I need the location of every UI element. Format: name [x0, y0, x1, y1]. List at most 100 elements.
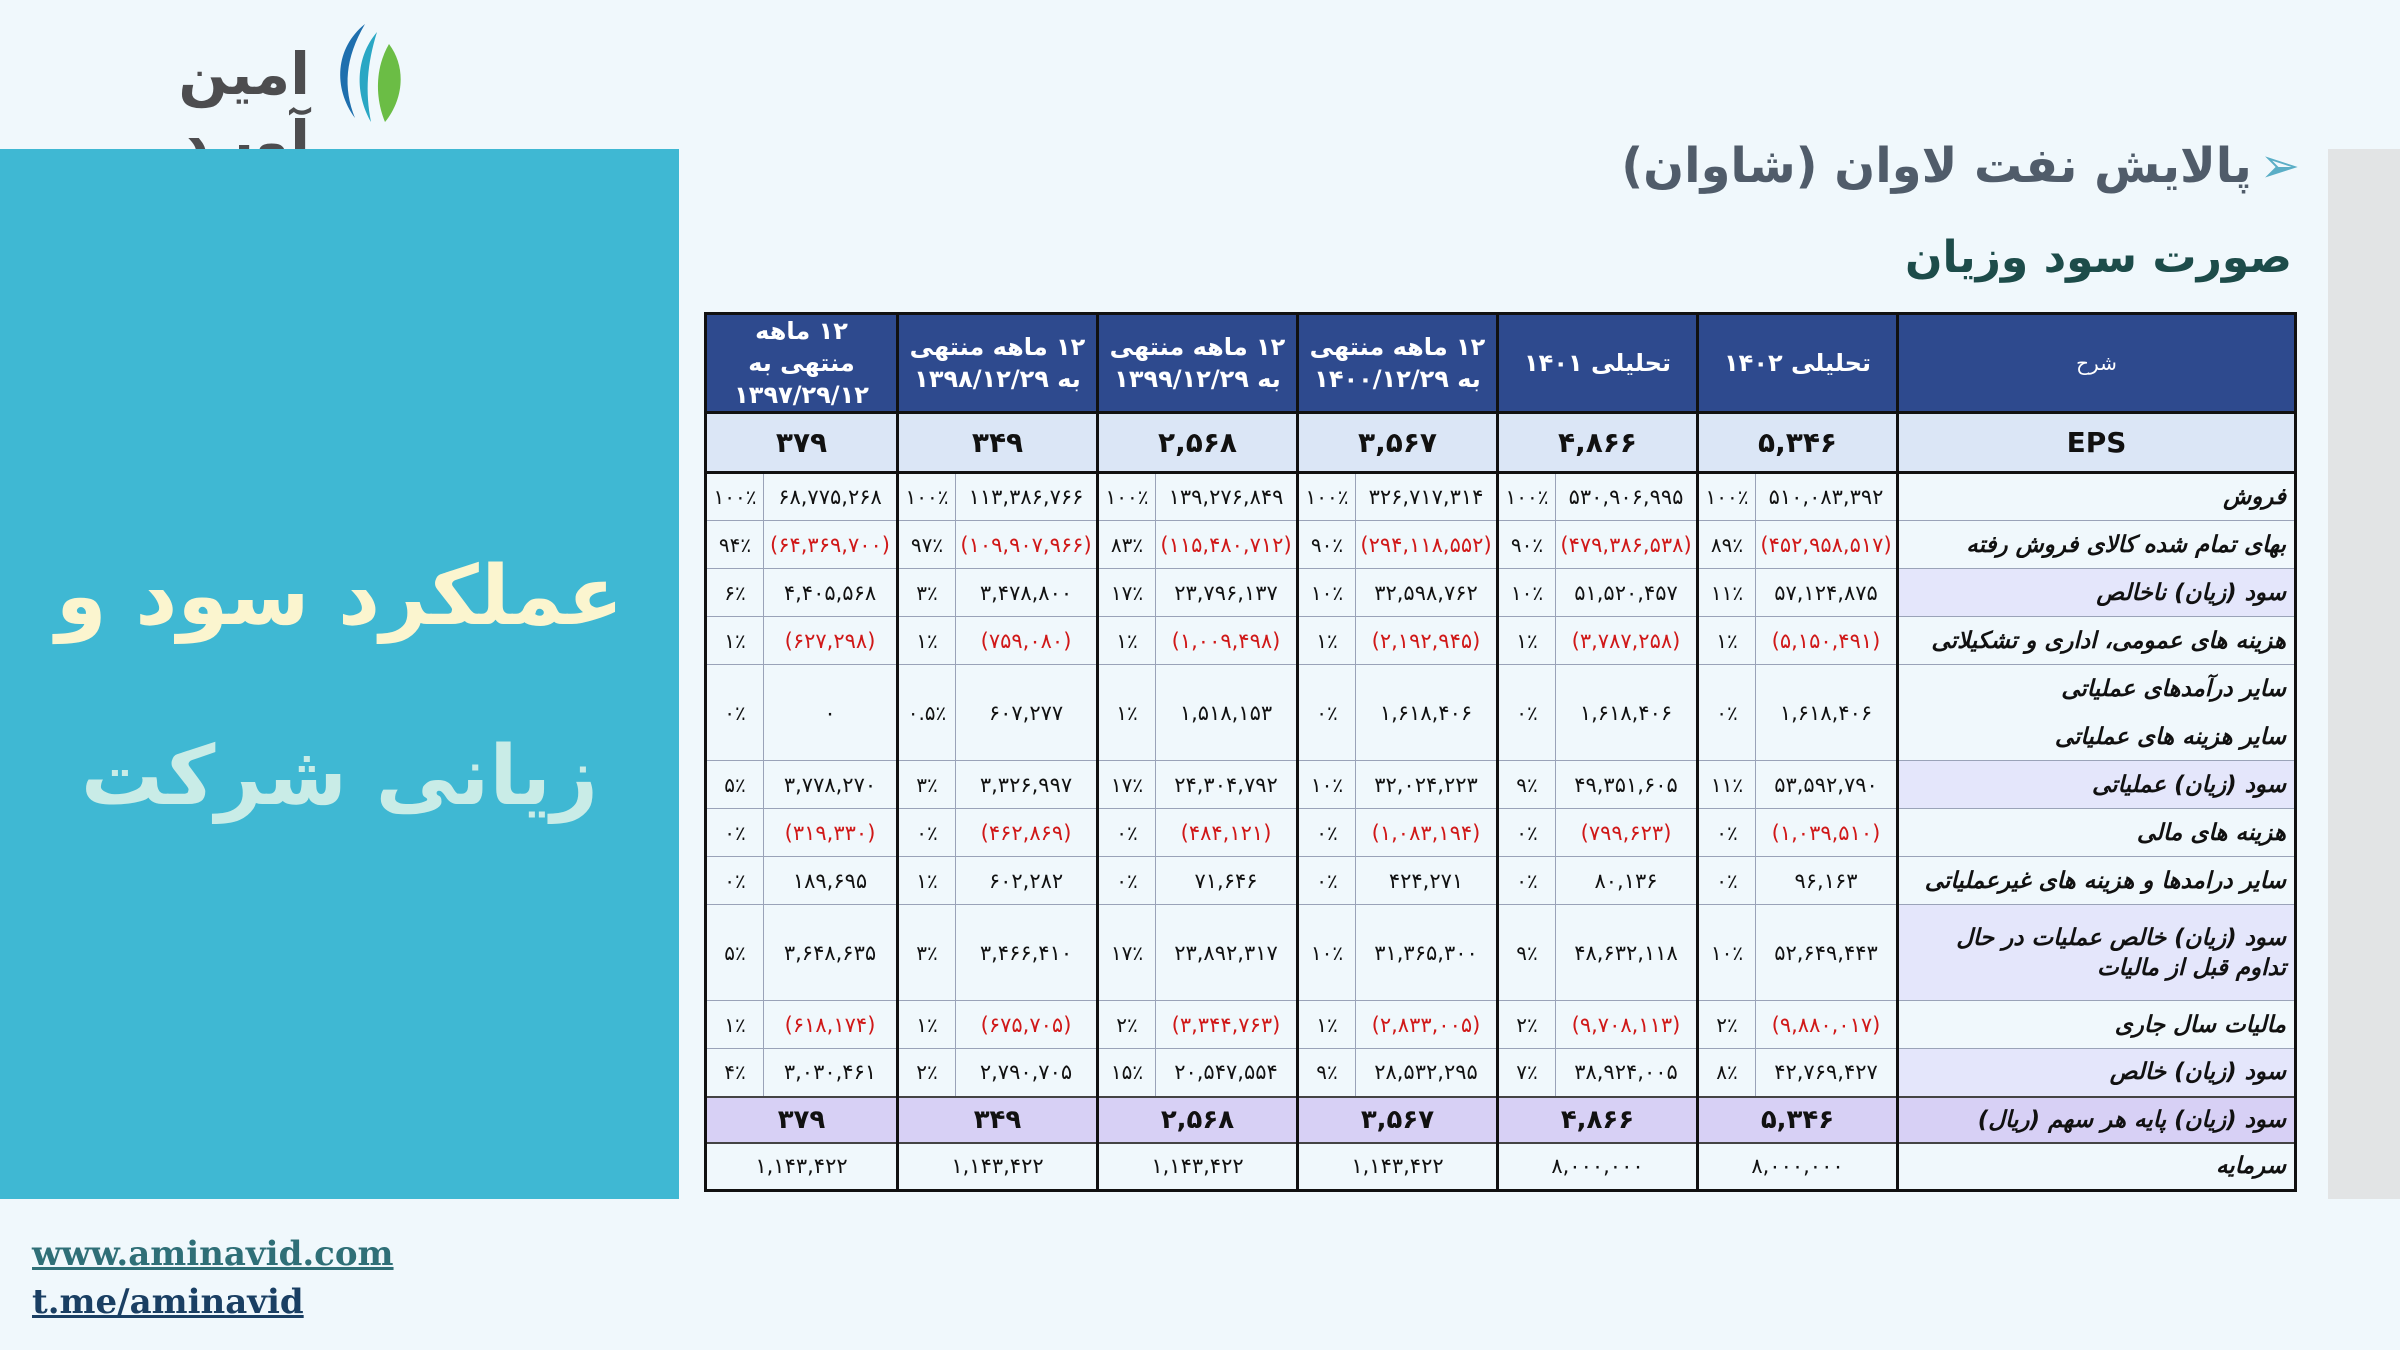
cell-percent: ۹٪ [1316, 1060, 1338, 1085]
website-link[interactable]: www.aminavid.com [32, 1234, 394, 1274]
cell-percent: ۵٪ [724, 940, 746, 965]
cell-percent: ۱۰٪ [1310, 772, 1344, 797]
year-cell: ۳,۷۷۸,۲۷۰ ۵٪ [704, 760, 898, 809]
cell-value: ۱۳۹,۲۷۶,۸۴۹ [1155, 474, 1296, 520]
row-label: سود (زیان) عملیاتی [1896, 760, 2296, 809]
table-header-row: شرح تحلیلی ۱۴۰۲ تحلیلی ۱۴۰۱ ۱۲ ماهه منته… [704, 313, 2296, 413]
cell-value: ۲۴,۳۰۴,۷۹۲ [1155, 761, 1296, 808]
basic-eps-label: سود (زیان) پایه هر سهم (ریال) [1896, 1095, 2296, 1143]
capital-value: ۱,۱۴۳,۴۲۲ [1096, 1141, 1298, 1191]
row-label-text: سود (زیان) خالص عملیات در حال تداوم قبل … [1956, 924, 2286, 981]
table-row: بهای تمام شده کالای فروش رفته (۴۵۲,۹۵۸,۵۱… [704, 520, 2296, 569]
year-cell: (۱۰۹,۹۰۷,۹۶۶) ۹۷٪ [896, 520, 1098, 569]
cell-value: ۹۶,۱۶۳ [1755, 857, 1896, 904]
brand-logo: امین آویـد [30, 18, 410, 176]
year-cell: ۳۸,۹۲۴,۰۰۵ ۷٪ [1496, 1048, 1698, 1097]
cell-percent: ۰٪ [1516, 700, 1538, 725]
row-label: سایر درامدها و هزینه های غیرعملیاتی [1896, 856, 2296, 905]
row-label: سایر درآمدهای عملیاتی سایر هزینه های عملی… [1896, 664, 2296, 761]
eps-value: ۳,۵۶۷ [1296, 411, 1498, 474]
cell-percent: ۰٪ [1316, 700, 1338, 725]
cell-value: (۴۸۴,۱۲۱) [1155, 809, 1296, 856]
cell-value: ۱,۵۱۸,۱۵۳ [1155, 665, 1296, 760]
header-col: ۱۲ ماهه منتهی به ۱۴۰۰/۱۲/۲۹ [1296, 313, 1498, 413]
cell-percent: ۱۰۰٪ [713, 485, 757, 509]
cell-value: (۱,۰۳۹,۵۱۰) [1755, 809, 1896, 856]
row-label-text: سایر درامدها و هزینه های غیرعملیاتی [1924, 867, 2286, 894]
cell-value: ۳۲,۰۲۴,۲۲۳ [1355, 761, 1496, 808]
right-decorative-strip [2328, 149, 2400, 1199]
header-col: ۱۲ ماهه منتهی به ۱۳۹۷/۲۹/۱۲ [704, 313, 898, 413]
cell-value: ۵۲,۶۴۹,۴۴۳ [1755, 905, 1896, 1000]
row-label: بهای تمام شده کالای فروش رفته [1896, 520, 2296, 569]
cell-value: (۲,۸۳۳,۰۰۵) [1355, 1001, 1496, 1048]
year-cell: ۱,۶۱۸,۴۰۶ ۰٪ [1496, 664, 1698, 761]
year-cell: ۶۰۲,۲۸۲ ۱٪ [896, 856, 1098, 905]
cell-value: (۶۷۵,۷۰۵) [955, 1001, 1096, 1048]
year-cell: ۵۲,۶۴۹,۴۴۳ ۱۰٪ [1696, 904, 1898, 1001]
year-cell: ۲۳,۸۹۲,۳۱۷ ۱۷٪ [1096, 904, 1298, 1001]
cell-percent: ۱۷٪ [1110, 940, 1144, 965]
year-cell: (۱,۰۸۳,۱۹۴) ۰٪ [1296, 808, 1498, 857]
year-cell: ۲,۷۹۰,۷۰۵ ۲٪ [896, 1048, 1098, 1097]
year-cell: (۳۱۹,۳۳۰) ۰٪ [704, 808, 898, 857]
basic-eps-value: ۴,۸۶۶ [1496, 1095, 1698, 1143]
cell-percent: ۱۰۰٪ [1705, 485, 1749, 509]
cell-percent: ۲٪ [1516, 1012, 1538, 1037]
year-cell: (۶۷۵,۷۰۵) ۱٪ [896, 1000, 1098, 1049]
year-cell: ۰ ۰٪ [704, 664, 898, 761]
cell-value: ۳۱,۳۶۵,۳۰۰ [1355, 905, 1496, 1000]
year-cell: (۷۵۹,۰۸۰) ۱٪ [896, 616, 1098, 665]
cell-value: (۴۷۹,۳۸۶,۵۳۸) [1555, 521, 1696, 568]
header-desc: شرح [1896, 313, 2296, 413]
cell-percent: ۵٪ [724, 772, 746, 797]
eps-value: ۵,۳۴۶ [1696, 411, 1898, 474]
cell-percent: ۹۴٪ [718, 532, 752, 557]
cell-percent: ۰٪ [1716, 700, 1738, 725]
cell-percent: ۰٪ [1316, 868, 1338, 893]
header-col: تحلیلی ۱۴۰۲ [1696, 313, 1898, 413]
cell-percent: ۰٪ [724, 820, 746, 845]
row-label-text: مالیات سال جاری [2114, 1011, 2286, 1038]
year-cell: (۶۲۷,۲۹۸) ۱٪ [704, 616, 898, 665]
table-row: سایر درآمدهای عملیاتی سایر هزینه های عملی… [704, 664, 2296, 761]
year-cell: (۲,۸۳۳,۰۰۵) ۱٪ [1296, 1000, 1498, 1049]
table-row: سود (زیان) خالص ۴۲,۷۶۹,۴۲۷ ۸٪ ۳۸,۹۲۴,۰۰۵ ۷٪ ۲… [704, 1048, 2296, 1097]
cell-percent: ۲٪ [1716, 1012, 1738, 1037]
cell-value: ۶۰۲,۲۸۲ [955, 857, 1096, 904]
year-cell: (۱۱۵,۴۸۰,۷۱۲) ۸۳٪ [1096, 520, 1298, 569]
cell-value: ۲۰,۵۴۷,۵۵۴ [1155, 1049, 1296, 1096]
row-label-text: سایر درآمدهای عملیاتی [2061, 675, 2286, 702]
year-cell: (۴۷۹,۳۸۶,۵۳۸) ۹۰٪ [1496, 520, 1698, 569]
cell-percent: ۰٪ [724, 700, 746, 725]
year-cell: ۱۱۳,۳۸۶,۷۶۶ ۱۰۰٪ [896, 472, 1098, 521]
cell-percent: ۰٪ [1516, 820, 1538, 845]
cell-percent: ۳٪ [916, 580, 938, 605]
row-label-text: فروش [2223, 484, 2286, 510]
telegram-link[interactable]: t.me/aminavid [32, 1282, 304, 1322]
cell-percent: ۸۹٪ [1710, 532, 1744, 557]
year-cell: (۵,۱۵۰,۴۹۱) ۱٪ [1696, 616, 1898, 665]
cell-value: ۲,۷۹۰,۷۰۵ [955, 1049, 1096, 1096]
year-cell: (۶۱۸,۱۷۴) ۱٪ [704, 1000, 898, 1049]
cell-value: ۲۸,۵۳۲,۲۹۵ [1355, 1049, 1496, 1096]
cell-value: (۱,۰۸۳,۱۹۴) [1355, 809, 1496, 856]
year-cell: ۱,۶۱۸,۴۰۶ ۰٪ [1696, 664, 1898, 761]
eps-value: ۴,۸۶۶ [1496, 411, 1698, 474]
cell-value: ۳۸,۹۲۴,۰۰۵ [1555, 1049, 1696, 1096]
cell-percent: ۱٪ [1716, 628, 1738, 653]
cell-percent: ۱۰۰٪ [905, 485, 949, 509]
basic-eps-value: ۳,۵۶۷ [1296, 1095, 1498, 1143]
side-title-line-2: زیانی شرکت [80, 729, 599, 824]
eps-row: EPS ۵,۳۴۶ ۴,۸۶۶ ۳,۵۶۷ ۲,۵۶۸ ۳۴۹ ۳۷۹ [704, 411, 2296, 474]
cell-percent: ۲٪ [1116, 1012, 1138, 1037]
year-cell: ۷۱,۶۴۶ ۰٪ [1096, 856, 1298, 905]
year-cell: (۴۶۲,۸۶۹) ۰٪ [896, 808, 1098, 857]
year-cell: ۲۸,۵۳۲,۲۹۵ ۹٪ [1296, 1048, 1498, 1097]
cell-percent: ۱۰٪ [1510, 580, 1544, 605]
year-cell: ۳,۰۳۰,۴۶۱ ۴٪ [704, 1048, 898, 1097]
cell-percent: ۱۷٪ [1110, 580, 1144, 605]
cell-percent: ۱٪ [1316, 628, 1338, 653]
cell-value: ۴۲۴,۲۷۱ [1355, 857, 1496, 904]
year-cell: ۵۷,۱۲۴,۸۷۵ ۱۱٪ [1696, 568, 1898, 617]
